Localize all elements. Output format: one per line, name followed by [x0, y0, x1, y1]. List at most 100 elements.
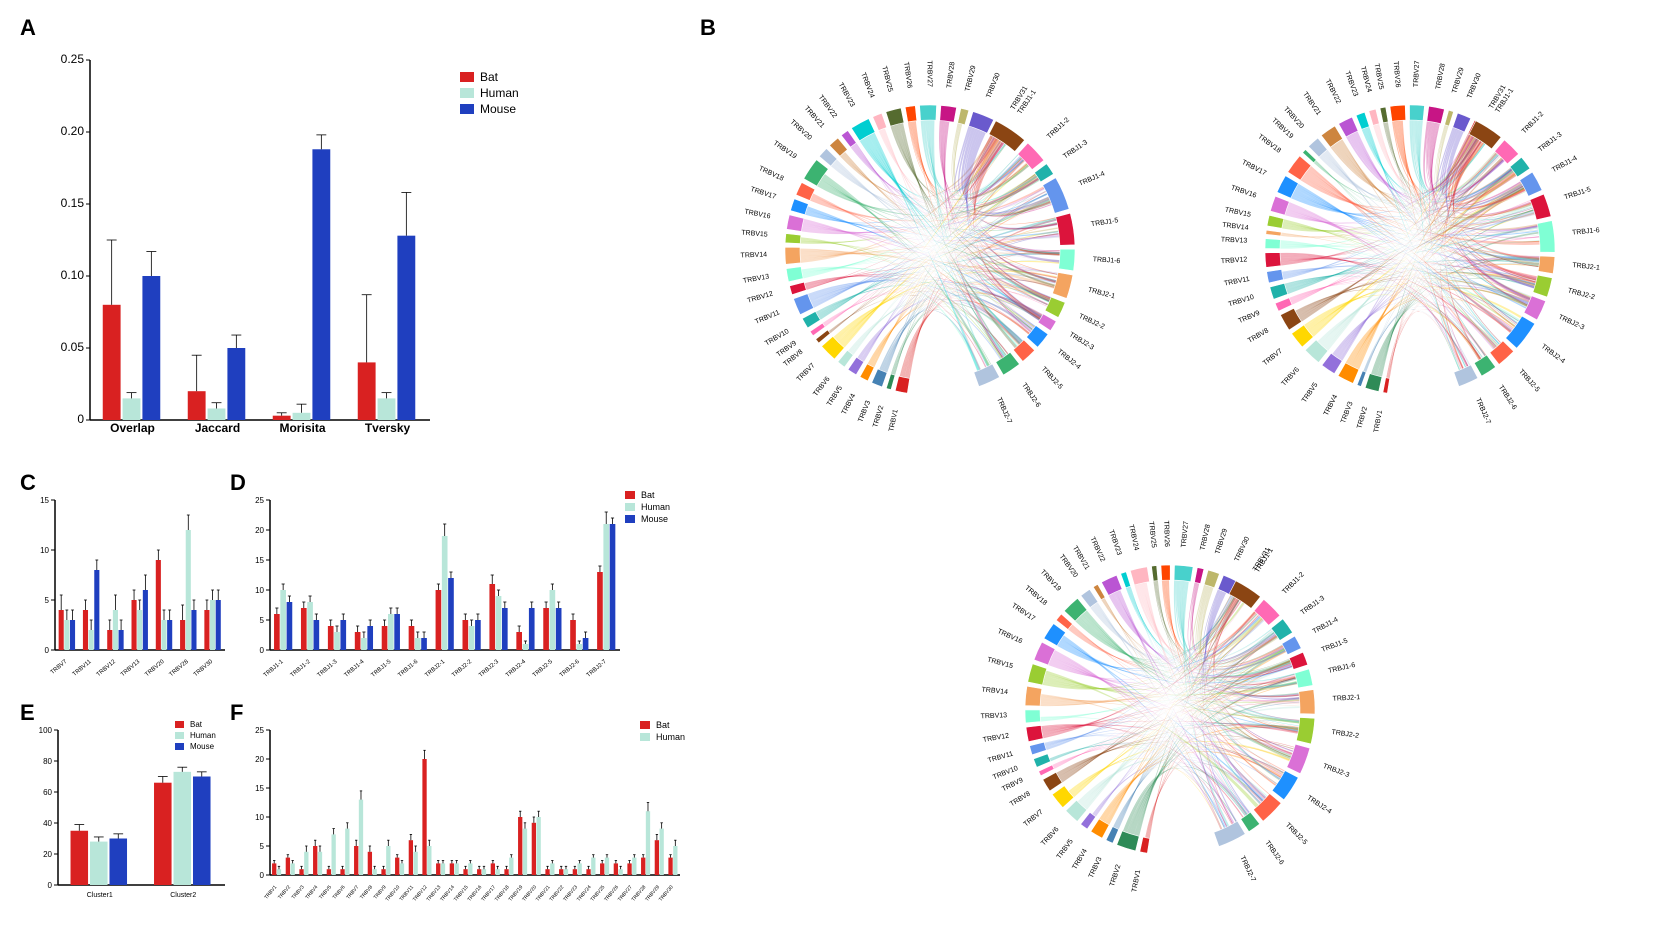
chord-arc: [786, 267, 803, 282]
bar: [381, 869, 385, 875]
bar: [573, 869, 577, 875]
bar: [668, 858, 672, 875]
svg-text:5: 5: [260, 842, 265, 851]
bar: [586, 869, 590, 875]
bar: [422, 759, 426, 875]
chord-arc: [1275, 298, 1292, 311]
chord-label: TRBV24: [1359, 66, 1373, 93]
bar: [89, 630, 94, 650]
legend-item: Human: [625, 502, 670, 512]
bar: [610, 524, 616, 650]
bar: [660, 829, 664, 875]
svg-text:TRBV30: TRBV30: [193, 659, 215, 679]
bar: [395, 858, 399, 875]
svg-text:TRBV13: TRBV13: [120, 659, 142, 679]
bar: [397, 236, 415, 420]
svg-text:TRBJ1-2: TRBJ1-2: [290, 659, 312, 679]
chord-ribbon: [849, 295, 1033, 353]
bar: [409, 840, 413, 875]
chord-label: TRBJ2-4: [1540, 343, 1566, 365]
chord-label: TRBV13: [1221, 237, 1248, 245]
chord-arc: [1530, 194, 1551, 220]
bar: [107, 630, 112, 650]
bar: [359, 800, 363, 875]
bar: [361, 638, 367, 650]
bar: [123, 398, 141, 420]
chord-arc: [1025, 686, 1042, 706]
bar: [583, 638, 589, 650]
chart-panelD: 0510152025TRBJ1-1TRBJ1-2TRBJ1-3TRBJ1-4TR…: [245, 490, 625, 690]
svg-text:TRBJ1-1: TRBJ1-1: [263, 659, 285, 679]
chord-label: TRBV12: [982, 733, 1009, 744]
bar: [655, 840, 659, 875]
chord-arc: [1267, 215, 1284, 228]
chord-arc: [886, 108, 904, 126]
svg-text:TRBJ2-2: TRBJ2-2: [451, 659, 473, 679]
bar: [414, 852, 418, 875]
bar: [367, 626, 373, 650]
chord-arc: [958, 108, 969, 124]
bar: [578, 863, 582, 875]
svg-text:40: 40: [43, 819, 52, 828]
chord-arc: [1383, 378, 1390, 393]
legend-panelA: Bat Human Mouse: [460, 70, 519, 118]
chord-arc: [886, 374, 895, 390]
chord-label: TRBJ1-6: [1092, 256, 1120, 265]
svg-text:20: 20: [43, 850, 52, 859]
chord-arc: [1018, 143, 1044, 170]
legend-swatch-human: [460, 88, 474, 98]
svg-text:TRBJ2-4: TRBJ2-4: [505, 659, 527, 679]
bar: [570, 620, 576, 650]
chord-arc: [785, 247, 801, 264]
chord-arc: [1365, 374, 1382, 392]
chord-label: TRBV19: [1270, 117, 1294, 140]
chord-arc: [1140, 837, 1150, 853]
svg-text:TRBJ1-4: TRBJ1-4: [344, 659, 366, 679]
legend-item: Human: [460, 86, 519, 100]
chord-label: TRBV3: [1088, 856, 1104, 880]
chord-arc: [920, 105, 937, 120]
chord-arc: [1454, 365, 1478, 387]
chord-label: TRBV23: [1107, 529, 1122, 556]
chord-label: TRBJ2-6: [1020, 382, 1041, 409]
bar: [210, 600, 215, 650]
svg-text:20: 20: [255, 526, 264, 535]
chord-label: TRBV30: [985, 72, 1001, 99]
chord-label: TRBV8: [1009, 790, 1032, 808]
chord-label: TRBV13: [980, 712, 1007, 720]
chord-label: TRBV13: [743, 273, 770, 285]
svg-text:TRBV4: TRBV4: [304, 884, 319, 900]
chord-label: TRBJ2-4: [1056, 348, 1082, 371]
bar: [216, 600, 221, 650]
bar: [318, 852, 322, 875]
bar: [328, 626, 334, 650]
chord-label: TRBJ2-5: [1284, 822, 1309, 847]
svg-text:0.10: 0.10: [61, 268, 85, 282]
bar: [641, 858, 645, 875]
bar: [272, 863, 276, 875]
bar: [143, 590, 148, 650]
bar: [614, 863, 618, 875]
bar: [523, 644, 529, 650]
chord-label: TRBJ2-5: [1040, 366, 1064, 391]
chord-label: TRBJ1-4: [1312, 616, 1340, 635]
legend-swatch-bat: [625, 491, 635, 499]
bar: [491, 863, 495, 875]
panel-label-A: A: [20, 15, 36, 41]
bar: [502, 608, 508, 650]
chord-label: TRBV22: [817, 94, 838, 120]
chord-arc: [1151, 566, 1157, 581]
panel-label-F: F: [230, 700, 243, 726]
chord-label: TRBV26: [902, 62, 913, 89]
bar: [450, 863, 454, 875]
svg-text:25: 25: [255, 496, 264, 505]
bar: [415, 638, 421, 650]
svg-text:0.05: 0.05: [61, 340, 85, 354]
legend-text: Mouse: [480, 102, 516, 116]
chord-label: TRBV29: [1451, 67, 1465, 94]
bar: [409, 626, 415, 650]
bar: [90, 842, 108, 885]
chord-label: TRBJ1-6: [1328, 662, 1357, 675]
chord-label: TRBV21: [1301, 91, 1322, 117]
chord-label: TRBV16: [996, 628, 1023, 645]
